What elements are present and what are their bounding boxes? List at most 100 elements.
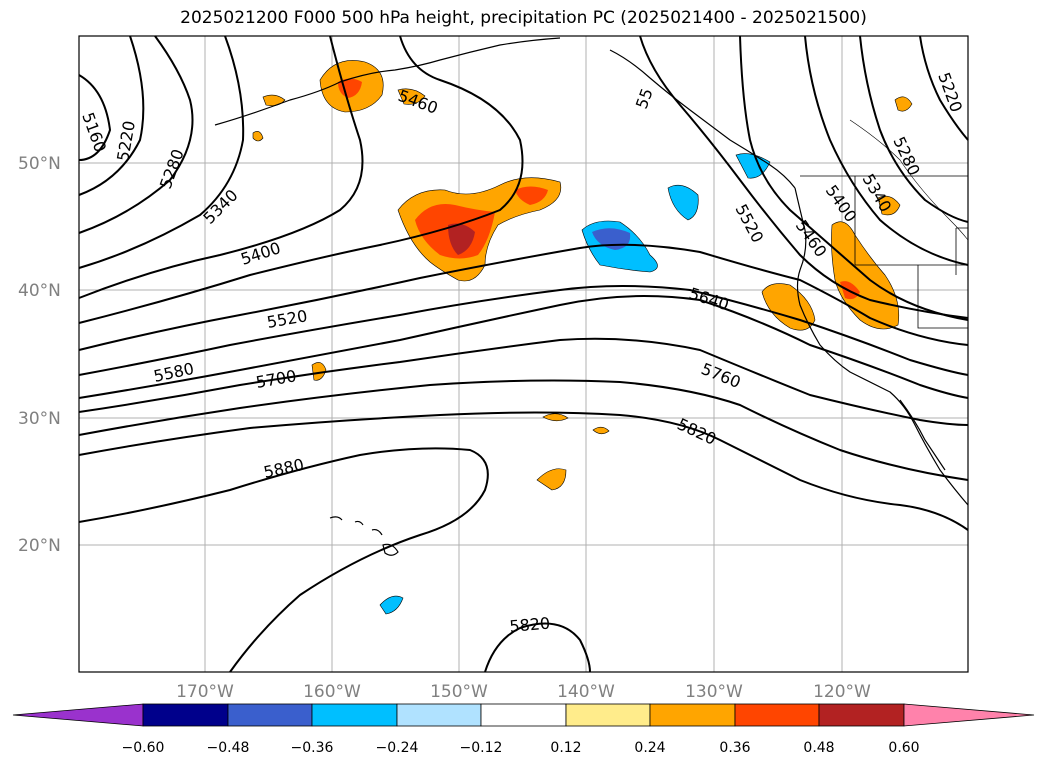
- colorbar-segment-2: [227, 703, 313, 727]
- contour-label-5520: 5520: [265, 306, 308, 332]
- lat-label-50n: 50°N: [18, 154, 61, 174]
- contour-5580: [78, 285, 969, 376]
- lat-label-20n: 20°N: [18, 536, 61, 556]
- contour-5700: [78, 337, 969, 426]
- map-frame: [78, 35, 969, 673]
- lon-label-120w: 120°W: [813, 682, 871, 702]
- contour-label-5460-east: 5460: [792, 216, 831, 260]
- contour-east-5: [639, 35, 969, 319]
- height-contours: [78, 35, 969, 673]
- precip-area-small-2: [542, 413, 569, 422]
- precip-area-far-ne: [894, 96, 913, 112]
- hawaii-islands: [329, 516, 399, 556]
- graticule: [79, 36, 968, 672]
- lon-label-130w: 130°W: [685, 682, 743, 702]
- borders: [800, 175, 968, 329]
- precip-area-small-3: [592, 426, 610, 435]
- lon-labels: 170°W 160°W 150°W 140°W 130°W 120°W: [176, 682, 871, 702]
- contour-label-5340: 5340: [199, 186, 241, 228]
- colorbar-segment-7: [649, 703, 736, 727]
- colorbar-tick-7: 0.36: [719, 740, 750, 756]
- lat-labels: 50°N 40°N 30°N 20°N: [18, 154, 61, 556]
- precip-area-negative-2: [667, 184, 699, 221]
- contour-label-5160: 5160: [78, 110, 110, 155]
- contour-5520: [78, 243, 969, 351]
- colorbar-tick-9: 0.60: [888, 740, 919, 756]
- precip-area-ne: [877, 195, 901, 216]
- colorbar-segment-1: [142, 703, 229, 727]
- lat-label-30n: 30°N: [18, 409, 61, 429]
- precip-area-negative-3: [735, 153, 771, 179]
- contour-5220: [78, 35, 145, 196]
- alaska-panhandle-coast: [609, 49, 796, 189]
- precip-area-hawaii-negative: [379, 595, 404, 615]
- alaska-aleutian-coast: [214, 37, 561, 126]
- colorbar-segment-9: [818, 703, 905, 727]
- baja-coast: [899, 399, 946, 471]
- interior-rivers: [849, 119, 969, 241]
- precip-area-aleutian-core: [338, 78, 362, 98]
- contour-label-5220: 5220: [113, 119, 139, 162]
- contour-label-5580: 5580: [152, 359, 196, 386]
- contour-label-5220-east: 5220: [934, 70, 966, 115]
- map-title: 2025021200 F000 500 hPa height, precipit…: [180, 8, 867, 28]
- precip-area-small-1: [311, 362, 327, 381]
- lon-label-170w: 170°W: [176, 682, 234, 702]
- colorbar-segment-5: [480, 703, 567, 727]
- lat-label-40n: 40°N: [18, 281, 61, 301]
- contour-label-5400: 5400: [238, 238, 283, 269]
- precip-shading: [252, 60, 913, 615]
- contour-label-5460: 5460: [396, 86, 441, 118]
- colorbar-segment-3: [311, 703, 398, 727]
- colorbar-segment-4: [396, 703, 482, 727]
- contour-east-2: [804, 35, 969, 266]
- contour-5280: [78, 35, 194, 234]
- contour-5820-north: [78, 411, 969, 531]
- contour-label-5640: 5640: [687, 284, 732, 315]
- contour-label-5820-north: 5820: [674, 414, 719, 448]
- contour-label-5280-east: 5280: [889, 134, 923, 179]
- colorbar: [12, 703, 1035, 727]
- precip-area-coast: [761, 283, 816, 331]
- contour-label-5820-south: 5820: [509, 614, 551, 636]
- lon-label-140w: 140°W: [557, 682, 615, 702]
- colorbar-tick-2: −0.36: [291, 740, 334, 756]
- lon-label-150w: 150°W: [430, 682, 488, 702]
- colorbar-tick-8: 0.48: [803, 740, 834, 756]
- colorbar-tick-4: −0.12: [460, 740, 503, 756]
- colorbar-tick-labels: −0.60 −0.48 −0.36 −0.24 −0.12 0.12 0.24 …: [122, 740, 920, 756]
- contour-label-5880: 5880: [262, 455, 306, 482]
- contour-east-3: [859, 35, 969, 223]
- contour-east-1: [739, 35, 969, 321]
- precip-area-central-max: [448, 223, 475, 255]
- contour-5400: [78, 35, 364, 299]
- contour-label-5700: 5700: [254, 366, 297, 392]
- contour-5160: [78, 74, 112, 161]
- precip-area-small-west: [262, 94, 286, 107]
- contour-5820-south: [484, 622, 591, 673]
- lon-label-160w: 160°W: [303, 682, 361, 702]
- west-coast: [794, 187, 969, 506]
- contour-label-5340-east: 5340: [859, 171, 896, 216]
- precip-area-central-east-core: [515, 186, 548, 205]
- colorbar-tick-6: 0.24: [634, 740, 665, 756]
- contour-5880: [78, 447, 489, 673]
- contour-5640: [78, 295, 969, 399]
- colorbar-extend-low: [12, 703, 144, 727]
- colorbar-tick-5: 0.12: [550, 740, 581, 756]
- precip-area-small-5: [252, 131, 264, 142]
- contour-5760: [78, 379, 969, 481]
- contour-label-55: 55: [632, 86, 657, 112]
- precip-area-alaska-small: [397, 88, 426, 105]
- contour-east-4: [919, 35, 969, 141]
- colorbar-tick-3: −0.24: [376, 740, 419, 756]
- colorbar-segment-8: [734, 703, 820, 727]
- colorbar-extend-high: [903, 703, 1035, 727]
- precip-area-small-4: [536, 468, 567, 491]
- contour-5340: [78, 35, 245, 269]
- contour-label-5280: 5280: [156, 147, 188, 192]
- contour-5460: [78, 35, 524, 324]
- contour-label-5760: 5760: [699, 359, 744, 392]
- colorbar-segment-6: [565, 703, 651, 727]
